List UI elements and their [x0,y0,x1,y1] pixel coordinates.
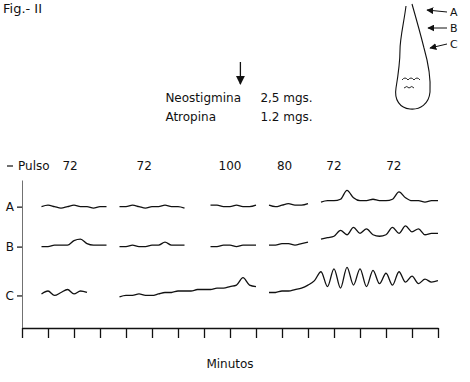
x-tick [178,328,179,338]
x-tick-mark [48,328,49,338]
inset-label: C [450,38,458,51]
pulse-value: 80 [277,159,292,173]
x-tick [230,328,231,338]
pulse-dash [7,165,13,166]
x-tick [126,328,127,338]
y-tick-label: A [6,200,15,214]
x-tick [308,328,309,338]
y-axis: A B C [6,181,23,329]
x-tick-mark [334,328,335,338]
x-tick-mark [308,328,309,338]
x-tick-mark [74,328,75,338]
pulse-label: Pulso [18,159,50,173]
x-tick [22,328,23,338]
x-tick [282,328,283,338]
pulse-value: 72 [386,159,401,173]
x-tick [386,328,387,338]
y-tick-label: B [6,240,14,254]
inset-outline [396,4,431,109]
x-tick-mark [386,328,387,338]
x-tick-mark [22,328,23,338]
x-tick [360,328,361,338]
x-tick-mark [360,328,361,338]
x-axis-title: Minutos [206,357,253,371]
y-tick: A [6,200,22,214]
x-tick-mark [256,328,257,338]
y-axis-line [22,181,23,329]
y-tick-label: C [6,289,14,303]
x-tick-mark [152,328,153,338]
annotation-arrow [240,62,241,84]
x-tick [438,328,439,338]
x-tick-mark [178,328,179,338]
pulse-value: 72 [137,159,152,173]
x-tick [256,328,257,338]
x-tick-mark [204,328,205,338]
pulse-value: 100 [219,159,242,173]
x-tick [152,328,153,338]
traces [42,190,439,297]
inset-arrow [428,28,447,29]
x-tick-mark [100,328,101,338]
inset-sketch: ABC [396,4,458,109]
x-tick-mark [412,328,413,338]
x-tick-mark [126,328,127,338]
x-tick-mark [230,328,231,338]
y-tick: C [6,289,22,303]
y-tick-mark [17,207,22,208]
annotation-drug: Atropina [165,110,216,124]
x-tick [100,328,101,338]
inset-label: B [450,22,458,35]
y-tick: B [6,240,22,254]
title: Fig.- II [3,1,42,16]
x-tick [412,328,413,338]
annotation-drug: Neostigmina [165,91,241,105]
annotation-dose: 1.2 mgs. [260,110,312,124]
trace [42,190,439,208]
x-tick-mark [282,328,283,338]
inset-haustra [402,78,420,88]
inset-arrow [430,44,447,48]
x-axis [23,328,439,338]
annotation-dose: 2,5 mgs. [260,91,312,105]
x-tick [334,328,335,338]
y-tick-mark [17,247,22,248]
x-tick [204,328,205,338]
pulse-value: 72 [62,159,77,173]
x-tick-mark [438,328,439,338]
x-tick [48,328,49,338]
y-tick-mark [17,295,22,296]
x-tick [74,328,75,338]
trace [42,226,439,247]
inset-arrow [427,10,447,12]
inset-label: A [450,6,458,19]
pulse-value: 72 [326,159,341,173]
trace [42,267,439,297]
figure: Fig.- IIMinutosABCPulso7272100807272Neos… [0,0,470,382]
